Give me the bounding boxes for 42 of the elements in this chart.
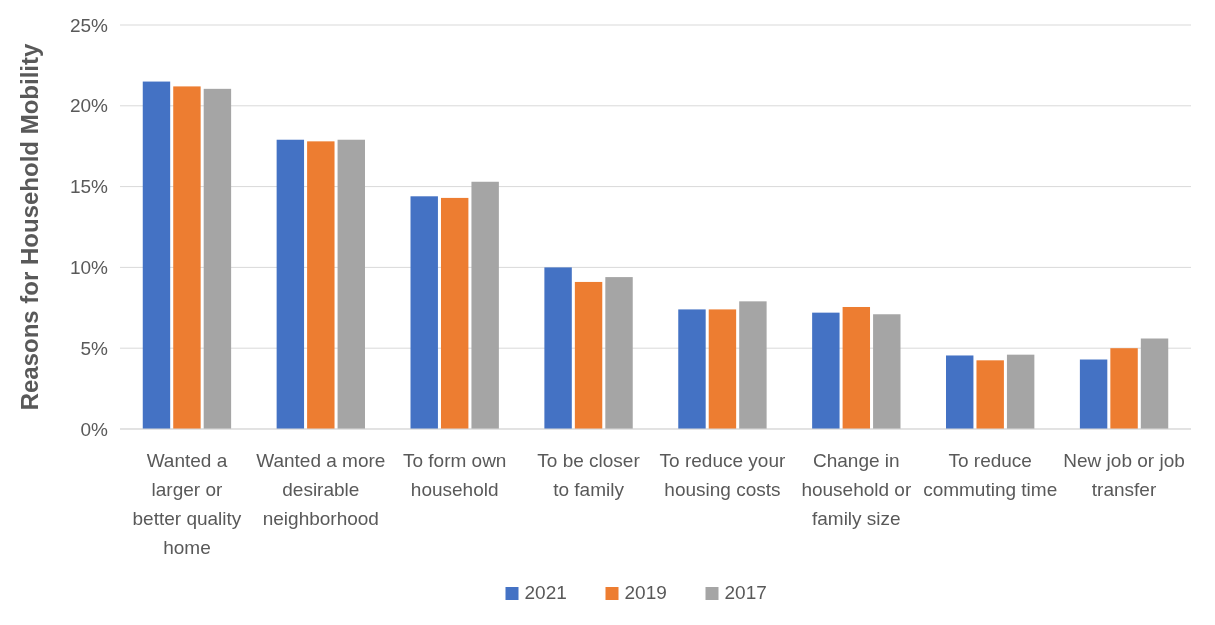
bar	[946, 355, 974, 429]
bar	[544, 267, 572, 429]
y-tick-label: 10%	[69, 257, 109, 279]
y-tick-label: 20%	[69, 95, 109, 117]
bar	[708, 309, 737, 429]
bar	[739, 301, 767, 429]
y-axis-title: Reasons for Household Mobility	[16, 43, 43, 411]
bar	[812, 312, 840, 429]
legend-label: 2017	[724, 582, 767, 603]
x-tick-label: Wanted a larger or better quality home	[132, 450, 242, 558]
bar	[440, 197, 469, 429]
bar	[842, 306, 871, 429]
y-tick-label: 25%	[69, 14, 109, 36]
bar	[605, 277, 633, 429]
bar	[1140, 338, 1169, 429]
bar	[471, 181, 499, 429]
y-tick-label: 5%	[80, 337, 109, 359]
x-tick-label: Change in household or family size	[801, 450, 912, 529]
x-tick-label: New job or job transfer	[1063, 450, 1185, 500]
bar	[203, 88, 232, 429]
bar	[307, 141, 335, 429]
y-tick-label: 0%	[80, 418, 109, 440]
bar	[574, 281, 603, 429]
bar	[976, 360, 1004, 429]
bar	[1110, 348, 1138, 429]
x-tick-label: To form own household	[402, 450, 507, 500]
x-tick-label: To be closer to family	[537, 450, 641, 500]
legend-label: 2021	[524, 582, 567, 603]
bar	[678, 309, 706, 429]
x-tick-label: To reduce commuting time	[923, 450, 1058, 500]
x-tick-label: To reduce your housing costs	[659, 450, 786, 500]
bar	[276, 139, 305, 429]
bar	[410, 196, 438, 429]
bar	[142, 81, 171, 429]
legend-label: 2019	[624, 582, 667, 603]
bar	[1079, 359, 1108, 429]
x-tick-label: Wanted a more desirable neighborhood	[256, 450, 386, 529]
bar	[1006, 354, 1035, 429]
bar	[337, 139, 365, 429]
y-tick-label: 15%	[69, 176, 109, 198]
bar	[873, 314, 901, 429]
bar	[173, 86, 201, 429]
